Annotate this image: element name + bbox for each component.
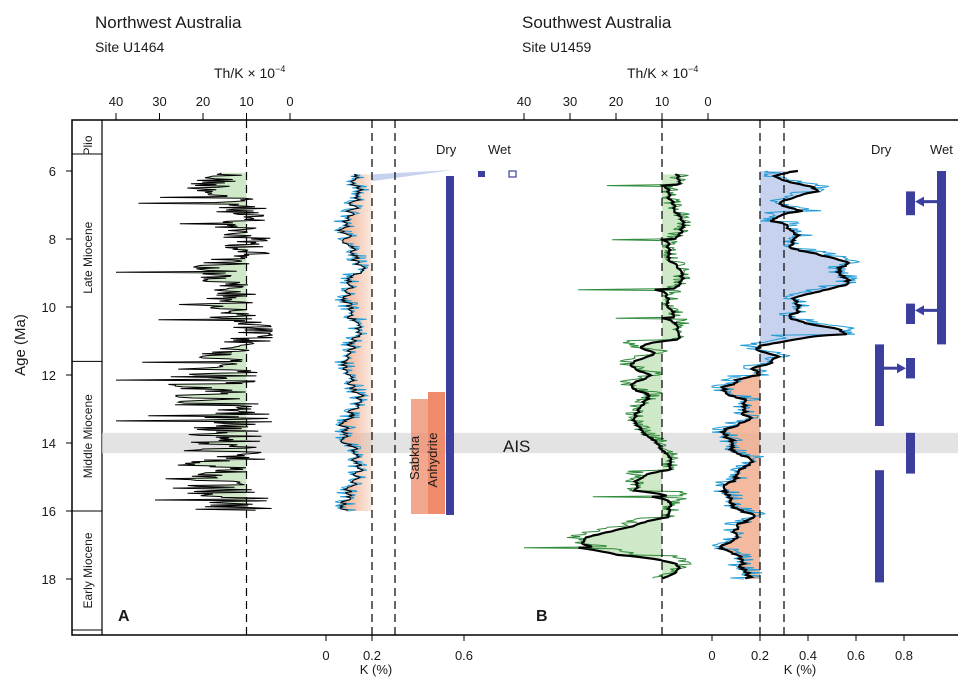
- thk-tick-label-a: 10: [239, 94, 253, 109]
- k-tick-label-b: 0: [708, 648, 715, 663]
- top-tick-labels: 40 30 20 10 0 40 30 20 10 0: [109, 94, 712, 120]
- plot-frame: [71, 119, 958, 636]
- thk-tick-label-b: 20: [609, 94, 623, 109]
- reference-lines: [245, 120, 785, 635]
- y-tick-label: 10: [42, 300, 56, 315]
- thk-fill-b: [578, 174, 685, 579]
- y-tick-label: 12: [42, 368, 56, 383]
- y-tick-label: 16: [42, 504, 56, 519]
- panel-b-site: Site U1459: [522, 39, 591, 55]
- dry-label-b: Dry: [871, 142, 892, 157]
- thk-line-a: [115, 172, 273, 511]
- climate-bar-b: [906, 191, 915, 216]
- thk-axis-text-a: Th/K × 10: [214, 65, 275, 81]
- k-tick-label-b: 0.6: [847, 648, 865, 663]
- wet-label-a: Wet: [488, 142, 511, 157]
- anhydrite-label: Anhydrite: [425, 433, 440, 488]
- thk-tick-label-b: 10: [655, 94, 669, 109]
- thk-tick-label-a: 40: [109, 94, 123, 109]
- y-tick-label: 8: [49, 232, 56, 247]
- k-tick-label-b: 0.4: [799, 648, 817, 663]
- climate-bar-b: [906, 358, 915, 379]
- epoch-label: Plio: [81, 135, 95, 155]
- epoch-label: Early Miocene: [81, 532, 95, 608]
- k-top-spike-fill-a: [372, 169, 453, 182]
- series-layer: [115, 169, 860, 580]
- k-fill-blue-b: [760, 171, 850, 579]
- k-axis-label-a: K (%): [360, 662, 393, 677]
- thk-axis-label-a: Th/K × 10−4: [214, 64, 285, 81]
- wet-legend-swatch: [508, 170, 517, 178]
- sabkha-anhydrite-bar: [428, 392, 445, 514]
- climate-bar-b: [937, 171, 946, 345]
- k-raw-line-b: [711, 170, 860, 580]
- epoch-label: Middle Miocene: [81, 394, 95, 478]
- climate-bar-b: [906, 432, 915, 474]
- thk-axis-label-b: Th/K × 10−4: [627, 64, 698, 81]
- thk-axis-exp-a: −4: [275, 64, 285, 74]
- thk-tick-label-b: 30: [563, 94, 577, 109]
- thk-tick-label-a: 0: [286, 94, 293, 109]
- panel-a-letter: A: [118, 608, 130, 625]
- sabkha-label: Sabkha: [407, 435, 422, 480]
- dry-bar-a: [446, 176, 454, 515]
- ais-label: AIS: [503, 437, 530, 456]
- k-tick-label-a: 0.2: [363, 648, 381, 663]
- k-raw-line-a: [333, 173, 370, 512]
- thk-axis-text-b: Th/K × 10: [627, 65, 688, 81]
- k-tick-label-b: 0.2: [751, 648, 769, 663]
- sabkha-bar: [411, 399, 428, 514]
- arrow-right-icon: [897, 363, 906, 374]
- thk-tick-label-b: 0: [704, 94, 711, 109]
- arrow-left-icon: [915, 305, 924, 316]
- climate-bar-b: [875, 470, 884, 583]
- k-tick-label-a: 0.6: [455, 648, 473, 663]
- panel-b-title: Southwest Australia: [522, 13, 672, 32]
- dry-legend-swatch: [478, 171, 485, 177]
- y-tick-label: 18: [42, 572, 56, 587]
- thk-axis-exp-b: −4: [688, 64, 698, 74]
- k-fill-orange-b: [719, 171, 760, 579]
- y-tick-label: 14: [42, 436, 56, 451]
- y-axis-label: Age (Ma): [12, 314, 29, 376]
- wet-label-b: Wet: [930, 142, 953, 157]
- thk-smooth-line-b: [578, 173, 687, 580]
- bottom-tick-labels: 0 0.2 0.6 0 0.2 0.4 0.6 0.8: [322, 635, 913, 663]
- epoch-label: Late Miocene: [81, 221, 95, 293]
- thk-tick-label-b: 40: [517, 94, 531, 109]
- panel-b-letter: B: [536, 608, 548, 625]
- thk-tick-label-a: 20: [196, 94, 210, 109]
- y-tick-label: 6: [49, 164, 56, 179]
- dry-label-a: Dry: [436, 142, 457, 157]
- epoch-column: Plio Late Miocene Middle Miocene Early Mioc…: [72, 135, 102, 631]
- climate-bars-b: [875, 171, 946, 583]
- k-axis-label-b: K (%): [784, 662, 817, 677]
- panel-a-site: Site U1464: [95, 39, 164, 55]
- arrow-left-icon: [915, 196, 924, 207]
- k-tick-label-b: 0.8: [895, 648, 913, 663]
- y-axis-ticks: 6 8 10 12 14 16 18: [42, 164, 72, 587]
- panel-a-title: Northwest Australia: [95, 13, 242, 32]
- climate-bar-b: [875, 344, 884, 426]
- thk-tick-label-a: 30: [152, 94, 166, 109]
- climate-bar-b: [906, 303, 915, 324]
- thk-fill-a: [116, 172, 247, 511]
- k-tick-label-a: 0: [322, 648, 329, 663]
- k-smooth-line-a: [336, 173, 367, 512]
